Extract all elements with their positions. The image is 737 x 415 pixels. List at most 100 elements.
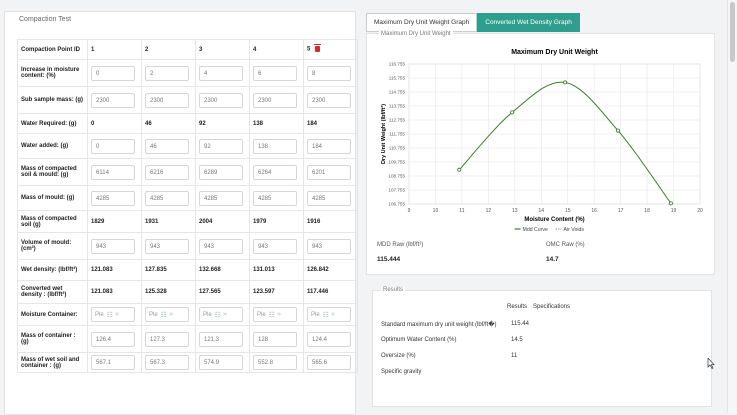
table-cell: 2300 (249, 86, 304, 114)
value-input[interactable]: 184 (307, 138, 351, 154)
table-cell: 6201 (303, 158, 358, 186)
value-input[interactable]: 0 (91, 138, 135, 154)
container-select[interactable]: Ple ☷» (307, 307, 351, 322)
y-tick-label: 113.755 (389, 104, 406, 109)
value-input[interactable]: 4285 (145, 190, 189, 206)
value-input[interactable]: 2300 (253, 92, 297, 108)
delete-point-icon[interactable] (314, 44, 322, 53)
table-cell: 2300 (195, 86, 250, 114)
value-input[interactable]: 4285 (307, 190, 351, 206)
scrollbar-thumb[interactable] (730, 2, 735, 62)
value-input[interactable]: 2300 (145, 92, 189, 108)
table-cell: 1916 (303, 210, 358, 233)
table-cell: 0 (87, 59, 142, 87)
value-input[interactable]: 943 (145, 238, 189, 254)
table-cell: 132.668 (195, 259, 250, 281)
value-input[interactable]: 128 (253, 331, 297, 347)
value-input[interactable]: 127.3 (145, 331, 189, 347)
mdd-point (668, 201, 673, 206)
value-input[interactable]: 92 (199, 138, 243, 154)
value-input[interactable]: 2300 (199, 92, 243, 108)
value-input[interactable]: 4 (199, 65, 243, 81)
value-input[interactable]: 574.9 (199, 355, 243, 370)
mdd-label: MDD Raw (lbf/ft³) (377, 242, 424, 248)
value-input[interactable]: 6 (253, 65, 297, 81)
grid-icon: ☷ (160, 311, 167, 319)
row-label: Moisture Container: (17, 303, 88, 326)
row-label: Mass of wet soil and container : (g) (17, 352, 88, 373)
value-input[interactable]: 6289 (199, 164, 243, 180)
table-cell: 4285 (249, 185, 304, 211)
value-input[interactable]: 4285 (199, 190, 243, 206)
table-cell: 121.3 (195, 325, 250, 353)
tab-converted-wet-density-graph[interactable]: Converted Wet Density Graph (477, 13, 580, 32)
table-cell: 92 (195, 113, 250, 134)
mdd-value: 115.444 (377, 256, 401, 263)
result-value: 115.44 (511, 321, 529, 327)
container-select[interactable]: Ple ☷» (253, 307, 297, 322)
value-input[interactable]: 6264 (253, 164, 297, 180)
row-label: Mass of compacted soil (g) (17, 210, 88, 233)
y-tick-label: 106.755 (388, 202, 405, 207)
value-input[interactable]: 6114 (91, 164, 135, 180)
y-tick-label: 109.755 (388, 160, 405, 165)
value-input[interactable]: 124.4 (307, 331, 351, 347)
value-input[interactable]: 126.4 (91, 331, 135, 347)
compaction-test-panel: Compaction Test Compaction Point ID 1 2 3 4 5… (4, 11, 358, 415)
compaction-point-id-label: Compaction Point ID (17, 39, 88, 60)
grid-icon: ☷ (268, 311, 275, 319)
table-row: Increase in moisture content: (%) 0 2 4 6 8 (17, 59, 358, 87)
table-row: Converted wet density : (lbf/ft³) 121.083… (17, 280, 358, 304)
page-scrollbar[interactable] (727, 0, 737, 413)
x-axis-label: Moisture Content (%) (524, 217, 584, 223)
value-input[interactable]: 4285 (91, 190, 135, 206)
row-label: Mass of compacted soil & mould: (g) (17, 158, 88, 186)
table-row: Water added: (g) 0 46 92 138 184 (17, 133, 358, 159)
value-input[interactable]: 943 (253, 238, 297, 254)
table-cell: 6216 (141, 158, 196, 186)
value-input[interactable]: 6201 (307, 164, 351, 180)
chevron-right-icon: » (168, 311, 173, 318)
value-input[interactable]: 2300 (307, 92, 351, 108)
value-input[interactable]: 565.6 (307, 355, 351, 370)
value-input[interactable]: 552.8 (253, 355, 297, 370)
value-input[interactable]: 567.1 (91, 355, 135, 370)
value-input[interactable]: 567.3 (145, 355, 189, 370)
y-tick-label: 111.755 (389, 132, 405, 137)
value-input[interactable]: 8 (307, 65, 351, 81)
table-cell: 6114 (87, 158, 142, 186)
table-cell: 126.4 (87, 325, 142, 353)
compaction-point-header: 3 (195, 39, 250, 60)
table-cell: Ple ☷» (141, 303, 196, 326)
value-input[interactable]: 46 (145, 138, 189, 154)
results-legend: Results (381, 287, 406, 293)
x-tick-label: 17 (618, 208, 624, 214)
value-input[interactable]: 2 (145, 65, 189, 81)
table-cell: 131.013 (249, 259, 304, 281)
x-tick-label: 15 (565, 208, 571, 214)
table-cell: 574.9 (195, 352, 250, 373)
value-input[interactable]: 6216 (145, 164, 189, 180)
container-select[interactable]: Ple ☷» (91, 307, 135, 322)
omc-label: OMC Raw (%) (546, 242, 585, 248)
mouse-cursor-icon (707, 358, 715, 369)
container-select[interactable]: Ple ☷» (199, 307, 243, 322)
row-label: Water Required: (g) (17, 113, 88, 134)
value-input[interactable]: 121.3 (199, 331, 243, 347)
value-input[interactable]: 0 (91, 65, 135, 81)
table-cell: 943 (141, 232, 196, 260)
table-cell: 121.083 (87, 280, 142, 304)
tab-max-dry-unit-weight-graph[interactable]: Maximum Dry Unit Weight Graph (366, 13, 478, 32)
table-cell: 552.8 (249, 352, 304, 373)
value-input[interactable]: 138 (253, 138, 297, 154)
value-input[interactable]: 4285 (253, 190, 297, 206)
specifications-col-header: Specifications (533, 304, 571, 310)
row-label: Converted wet density : (lbf/ft³) (17, 280, 88, 304)
point-id: 3 (199, 46, 203, 53)
value-input[interactable]: 943 (91, 238, 135, 254)
value-input[interactable]: 943 (199, 238, 243, 254)
table-row: Mass of wet soil and container : (g) 567.… (17, 352, 358, 373)
value-input[interactable]: 2300 (91, 92, 135, 108)
value-input[interactable]: 943 (307, 238, 351, 254)
container-select[interactable]: Ple ☷» (145, 307, 189, 322)
